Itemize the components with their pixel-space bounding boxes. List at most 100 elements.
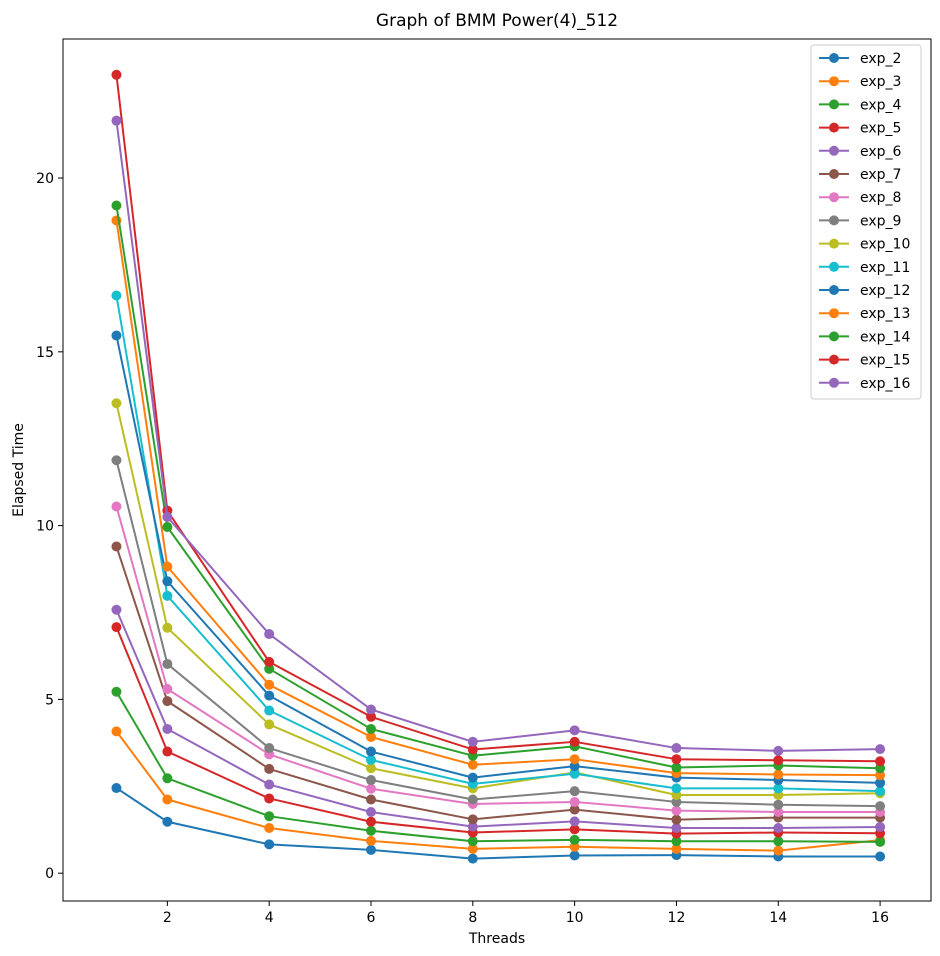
data-point [671,823,682,834]
data-point [111,783,122,794]
data-point [366,794,376,805]
x-tick-label: 16 [871,910,889,926]
data-point [264,663,275,674]
data-point [366,775,376,786]
legend-entry: exp_3 [819,74,901,90]
data-point [162,590,173,601]
y-axis-label: Elapsed Time [11,423,27,517]
legend-entry: exp_15 [819,353,910,369]
data-point [264,705,275,716]
series-exp-13 [111,215,886,781]
data-point [875,777,886,788]
data-point [162,622,173,633]
series-exp-6 [111,604,886,834]
legend-label: exp_6 [860,144,902,160]
legend-label: exp_10 [860,237,910,253]
data-point [264,763,275,774]
data-point [366,746,376,757]
legend-marker [829,308,839,319]
data-point [264,629,275,640]
legend-entry: exp_14 [819,329,910,345]
legend-marker [829,377,839,388]
data-point [773,845,784,856]
series-exp-14 [111,200,886,774]
data-point [569,768,580,779]
data-point [162,773,173,784]
legend-marker [829,169,839,179]
data-point [875,770,886,781]
legend-entry: exp_12 [819,283,910,299]
data-point [671,814,682,825]
data-point [111,686,122,697]
legend-entry: exp_13 [819,306,910,322]
data-point [875,744,886,755]
legend-entry: exp_11 [819,260,910,276]
data-point [773,745,784,756]
data-point [467,814,478,825]
chart-title: Graph of BMM Power(4)_512 [376,11,618,31]
series-exp-16 [111,115,886,756]
data-point [162,696,173,707]
legend-entry: exp_7 [819,167,901,183]
legend-marker [829,331,839,342]
data-point [366,711,376,722]
x-tick-label: 4 [265,910,274,926]
data-point [569,796,580,807]
data-point [671,743,682,754]
legend-entry: exp_5 [819,121,901,137]
x-tick-label: 6 [367,910,376,926]
data-point [264,793,275,804]
y-tick-label: 10 [36,519,54,535]
x-axis-label: Threads [468,931,525,947]
data-point [111,622,122,633]
data-point [366,763,376,774]
legend-marker [829,99,839,110]
data-point [773,836,784,847]
legend-label: exp_3 [860,74,901,90]
plot-area-frame [62,38,932,902]
data-point [467,772,478,783]
data-point [671,836,682,847]
legend-label: exp_16 [860,376,910,392]
legend-marker [829,354,839,365]
legend-frame [810,44,922,400]
y-tick-label: 0 [45,866,54,882]
legend-label: exp_13 [860,306,910,322]
data-point [111,200,122,211]
data-point [875,851,886,862]
data-point [569,841,580,852]
data-point [875,763,886,774]
data-point [162,561,173,572]
series-layer [111,69,886,864]
legend-label: exp_9 [860,213,901,229]
legend: exp_2 exp_3 exp_4 exp_5 exp_6 exp_7 exp_8 exp_9… [810,44,922,400]
data-point [162,816,173,827]
data-point [773,783,784,794]
legend-label: exp_5 [860,121,901,137]
data-point [111,541,122,552]
legend-label: exp_4 [860,97,902,113]
legend-marker [829,76,839,87]
data-point [264,656,275,667]
data-point [671,783,682,794]
ticks-layer: 2 4 6 8 10 12 14 16 0 5 10 15 20 [36,171,889,926]
series-exp-5 [111,622,886,839]
legend-marker [829,53,839,63]
legend-label: exp_8 [860,190,901,206]
data-point [264,839,275,850]
data-point [162,576,173,587]
legend-marker [829,238,839,249]
data-point [111,69,122,80]
data-point [569,824,580,835]
legend-marker [829,215,839,226]
y-tick-label: 5 [45,692,54,708]
data-point [264,811,275,822]
data-point [111,398,122,409]
data-point [569,816,580,827]
data-point [366,825,376,836]
data-point [569,834,580,845]
data-point [569,786,580,797]
data-point [162,683,173,694]
x-tick-label: 10 [566,910,584,926]
data-point [264,779,275,790]
